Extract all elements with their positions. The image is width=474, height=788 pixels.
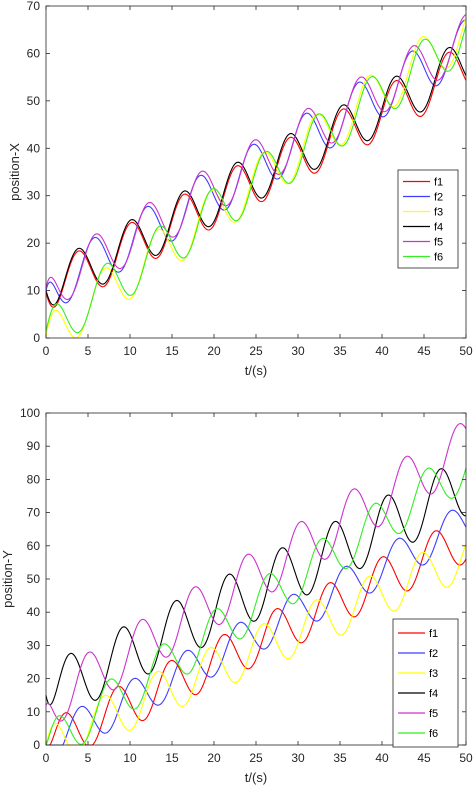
x-tick-label: 5 [85,751,92,765]
legend-label-f2: f2 [434,192,443,204]
legend-box [392,618,459,748]
y-ticks-x: 0 10 20 30 40 50 60 70 [27,0,466,345]
x-tick-label: 50 [459,751,473,765]
x-tick-label: 10 [123,344,137,358]
legend-x: f1 f2 f3 f4 f5 f6 [397,169,459,269]
x-tick-label: 10 [123,751,137,765]
x-tick-label: 35 [333,751,347,765]
series-line-f5 [45,14,467,301]
legend-label-f6: f6 [429,728,438,740]
x-tick-label: 30 [291,344,305,358]
x-tick-label: 35 [333,344,347,358]
series-line-f3 [45,543,467,746]
series-line-f6 [45,467,467,746]
series-line-f3 [45,16,467,339]
y-axis-label-y: position-Y [0,550,15,608]
y-tick-label: 60 [27,46,41,60]
x-ticks-y: 0 5 10 15 20 25 30 35 40 45 50 [43,413,473,765]
y-tick-label: 10 [27,705,41,719]
x-ticks-x: 0 5 10 15 20 25 30 35 40 45 50 [43,6,473,358]
y-tick-label: 30 [27,189,41,203]
series-line-f2 [46,509,467,746]
y-tick-label: 0 [33,331,40,345]
y-tick-label: 40 [27,141,41,155]
x-tick-label: 0 [43,344,50,358]
x-tick-label: 30 [291,751,305,765]
x-tick-label: 40 [375,751,389,765]
plot-lines-x [45,14,467,339]
x-tick-label: 15 [165,751,179,765]
x-axis-label-x: t/(s) [245,363,267,378]
x-tick-label: 20 [207,751,221,765]
y-tick-label: 60 [27,539,41,553]
x-tick-label: 40 [375,344,389,358]
series-line-f5 [45,423,467,722]
x-tick-label: 0 [43,751,50,765]
legend-y: f1 f2 f3 f4 f5 f6 [392,618,459,748]
y-tick-label: 70 [27,506,41,520]
series-line-f6 [45,25,467,334]
y-tick-label: 90 [27,439,41,453]
legend-label-f4: f4 [429,688,438,700]
x-tick-label: 5 [85,344,92,358]
series-line-f4 [45,46,467,306]
legend-label-f3: f3 [434,207,443,219]
chart-position-y: 0 5 10 15 20 25 30 35 40 45 50 0 10 20 30 40 50 60 70 80 90… [0,406,473,785]
y-tick-label: 70 [27,0,41,13]
y-axis-label-x: position-X [7,143,22,201]
x-tick-label: 45 [417,751,431,765]
y-tick-label: 20 [27,236,41,250]
legend-label-f6: f6 [434,252,443,264]
y-ticks-y: 0 10 20 30 40 50 60 70 80 90 100 [20,406,466,752]
y-tick-label: 20 [27,672,41,686]
x-tick-label: 25 [249,751,263,765]
y-tick-label: 50 [27,94,41,108]
legend-label-f4: f4 [434,222,443,234]
legend-label-f2: f2 [429,648,438,660]
y-tick-label: 100 [20,406,40,420]
legend-label-f1: f1 [434,177,443,189]
legend-label-f3: f3 [429,668,438,680]
y-tick-label: 80 [27,472,41,486]
x-tick-label: 45 [417,344,431,358]
x-tick-label: 25 [249,344,263,358]
y-tick-label: 50 [27,572,41,586]
x-axis-label-y: t/(s) [245,770,267,785]
y-tick-label: 10 [27,284,41,298]
y-tick-label: 0 [33,738,40,752]
legend-label-f5: f5 [429,708,438,720]
y-tick-label: 30 [27,638,41,652]
series-line-f1 [45,51,467,308]
x-tick-label: 15 [165,344,179,358]
legend-box [397,169,459,269]
y-tick-label: 40 [27,605,41,619]
legend-label-f5: f5 [434,237,443,249]
legend-label-f1: f1 [429,628,438,640]
plot-lines-y [45,423,467,746]
x-tick-label: 50 [459,344,473,358]
chart-position-x: 0 5 10 15 20 25 30 35 40 45 50 0 10 20 30 40 50 60 70 t/(… [7,0,473,378]
x-tick-label: 20 [207,344,221,358]
series-line-f4 [45,468,467,706]
